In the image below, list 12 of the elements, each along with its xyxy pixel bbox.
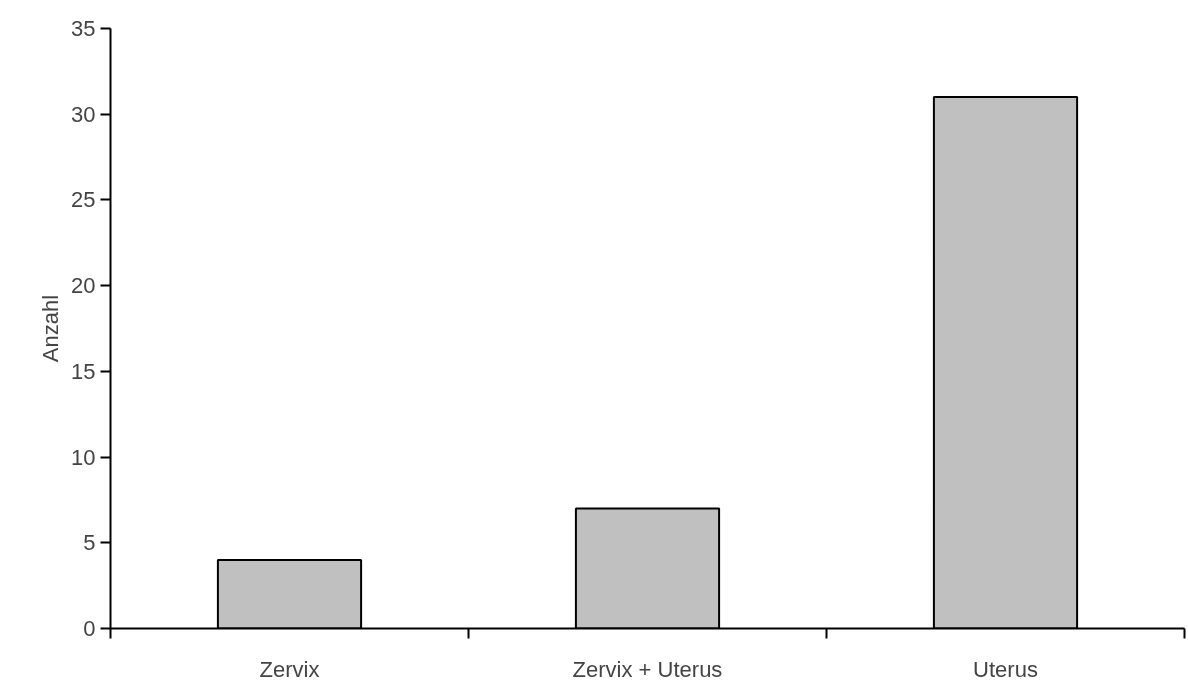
y-tick-label: 25 <box>71 187 96 213</box>
y-axis-title: Anzahl <box>38 294 64 363</box>
y-tick-label: 10 <box>71 444 96 470</box>
y-tick-label: 15 <box>71 358 96 384</box>
x-tick-label: Zervix <box>259 656 320 682</box>
y-tick-label: 35 <box>71 16 96 41</box>
y-tick-label: 5 <box>83 530 96 556</box>
x-tick-label: Zervix + Uterus <box>572 656 723 682</box>
y-tick-label: 20 <box>71 273 96 299</box>
x-tick-label: Uterus <box>973 656 1038 682</box>
y-tick-label: 30 <box>71 101 96 127</box>
y-tick-label: 0 <box>83 616 96 641</box>
